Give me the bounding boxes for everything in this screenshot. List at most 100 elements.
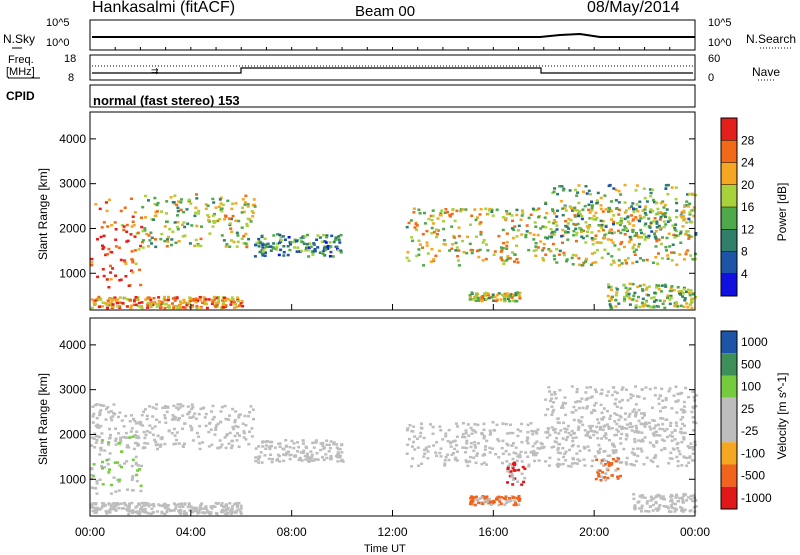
heatmap-cell xyxy=(109,271,113,274)
heatmap-cell xyxy=(178,304,182,307)
nave-label: Nave xyxy=(752,65,781,79)
heatmap-cell xyxy=(604,472,608,475)
heatmap-cell xyxy=(302,449,306,453)
heatmap-cell xyxy=(584,185,588,188)
heatmap-cell xyxy=(651,209,655,213)
heatmap-cell xyxy=(525,230,529,233)
heatmap-cell xyxy=(671,502,675,505)
heatmap-cell xyxy=(533,221,537,224)
heatmap-cell xyxy=(558,388,562,392)
heatmap-cell xyxy=(220,234,224,237)
heatmap-cell xyxy=(266,245,270,249)
heatmap-cell xyxy=(165,410,169,414)
heatmap-cell xyxy=(622,427,626,430)
heatmap-cell xyxy=(515,299,519,303)
heatmap-cell xyxy=(140,507,144,511)
heatmap-cell xyxy=(260,441,264,444)
heatmap-cell xyxy=(446,439,450,443)
heatmap-cell xyxy=(573,208,577,212)
heatmap-cell xyxy=(120,465,123,469)
heatmap-cell xyxy=(114,274,118,277)
heatmap-cell xyxy=(455,422,458,425)
heatmap-cell xyxy=(585,192,589,195)
y-tick-label: 1000 xyxy=(59,472,86,486)
heatmap-cell xyxy=(299,451,303,454)
y-tick-label: 2000 xyxy=(59,427,86,441)
heatmap-cell xyxy=(629,238,633,241)
heatmap-cell xyxy=(637,439,641,442)
heatmap-cell xyxy=(461,422,465,425)
heatmap-cell xyxy=(111,298,115,302)
heatmap-cell xyxy=(159,306,163,309)
heatmap-cell xyxy=(172,442,176,446)
heatmap-cell xyxy=(154,214,158,217)
heatmap-cell xyxy=(573,188,577,192)
heatmap-cell xyxy=(691,499,695,503)
heatmap-cell xyxy=(497,439,501,443)
heatmap-cell xyxy=(638,205,642,208)
heatmap-cell xyxy=(321,441,325,445)
heatmap-cell xyxy=(635,203,639,206)
heatmap-cell xyxy=(656,207,660,211)
heatmap-cell xyxy=(509,499,513,502)
heatmap-cell xyxy=(665,427,669,431)
heatmap-cell xyxy=(406,443,410,446)
heatmap-cell xyxy=(94,434,98,438)
heatmap-cell xyxy=(669,424,672,427)
heatmap-cell xyxy=(675,493,678,497)
heatmap-cell xyxy=(155,210,159,213)
heatmap-cell xyxy=(604,437,608,440)
heatmap-cell xyxy=(600,256,604,259)
heatmap-cell xyxy=(607,425,611,429)
heatmap-cell xyxy=(611,458,615,461)
heatmap-cell xyxy=(163,504,167,507)
heatmap-cell xyxy=(566,231,570,234)
heatmap-cell xyxy=(181,505,185,508)
heatmap-cell xyxy=(571,411,575,414)
heatmap-cell xyxy=(518,497,522,501)
heatmap-cell xyxy=(655,434,659,437)
heatmap-cell xyxy=(449,440,453,444)
heatmap-cell xyxy=(185,303,189,307)
heatmap-cell xyxy=(582,229,585,233)
heatmap-cell xyxy=(525,439,529,442)
heatmap-cell xyxy=(526,455,530,458)
heatmap-cell xyxy=(92,301,96,304)
heatmap-cell xyxy=(301,439,305,442)
heatmap-cell xyxy=(93,446,97,449)
heatmap-cell xyxy=(589,217,593,220)
heatmap-cell xyxy=(645,502,649,505)
heatmap-cell xyxy=(183,300,187,304)
heatmap-cell xyxy=(645,456,649,459)
heatmap-cell xyxy=(541,249,545,252)
heatmap-cell xyxy=(211,418,215,421)
heatmap-cell xyxy=(569,465,573,468)
heatmap-cell xyxy=(110,251,114,254)
heatmap-cell xyxy=(485,439,489,443)
heatmap-cell xyxy=(685,456,689,460)
heatmap-cell xyxy=(623,217,627,221)
heatmap-cell xyxy=(228,431,232,435)
heatmap-cell xyxy=(519,218,523,221)
heatmap-cell xyxy=(544,236,547,239)
heatmap-cell xyxy=(238,304,241,307)
heatmap-cell xyxy=(596,469,600,472)
heatmap-cell xyxy=(661,213,665,216)
heatmap-cell xyxy=(241,206,244,209)
heatmap-cell xyxy=(139,484,143,488)
heatmap-cell xyxy=(455,450,459,453)
colorbar-segment xyxy=(721,162,737,185)
heatmap-cell xyxy=(694,421,698,425)
heatmap-cell xyxy=(672,251,676,254)
heatmap-cell xyxy=(550,446,554,449)
heatmap-cell xyxy=(182,298,186,302)
heatmap-cell xyxy=(605,459,609,463)
heatmap-cell xyxy=(651,460,655,464)
heatmap-cell xyxy=(583,464,587,467)
heatmap-cell xyxy=(166,238,169,241)
heatmap-cell xyxy=(600,417,604,421)
heatmap-cell xyxy=(674,234,678,238)
heatmap-cell xyxy=(329,245,333,248)
heatmap-cell xyxy=(412,207,416,210)
heatmap-cell xyxy=(608,229,612,232)
